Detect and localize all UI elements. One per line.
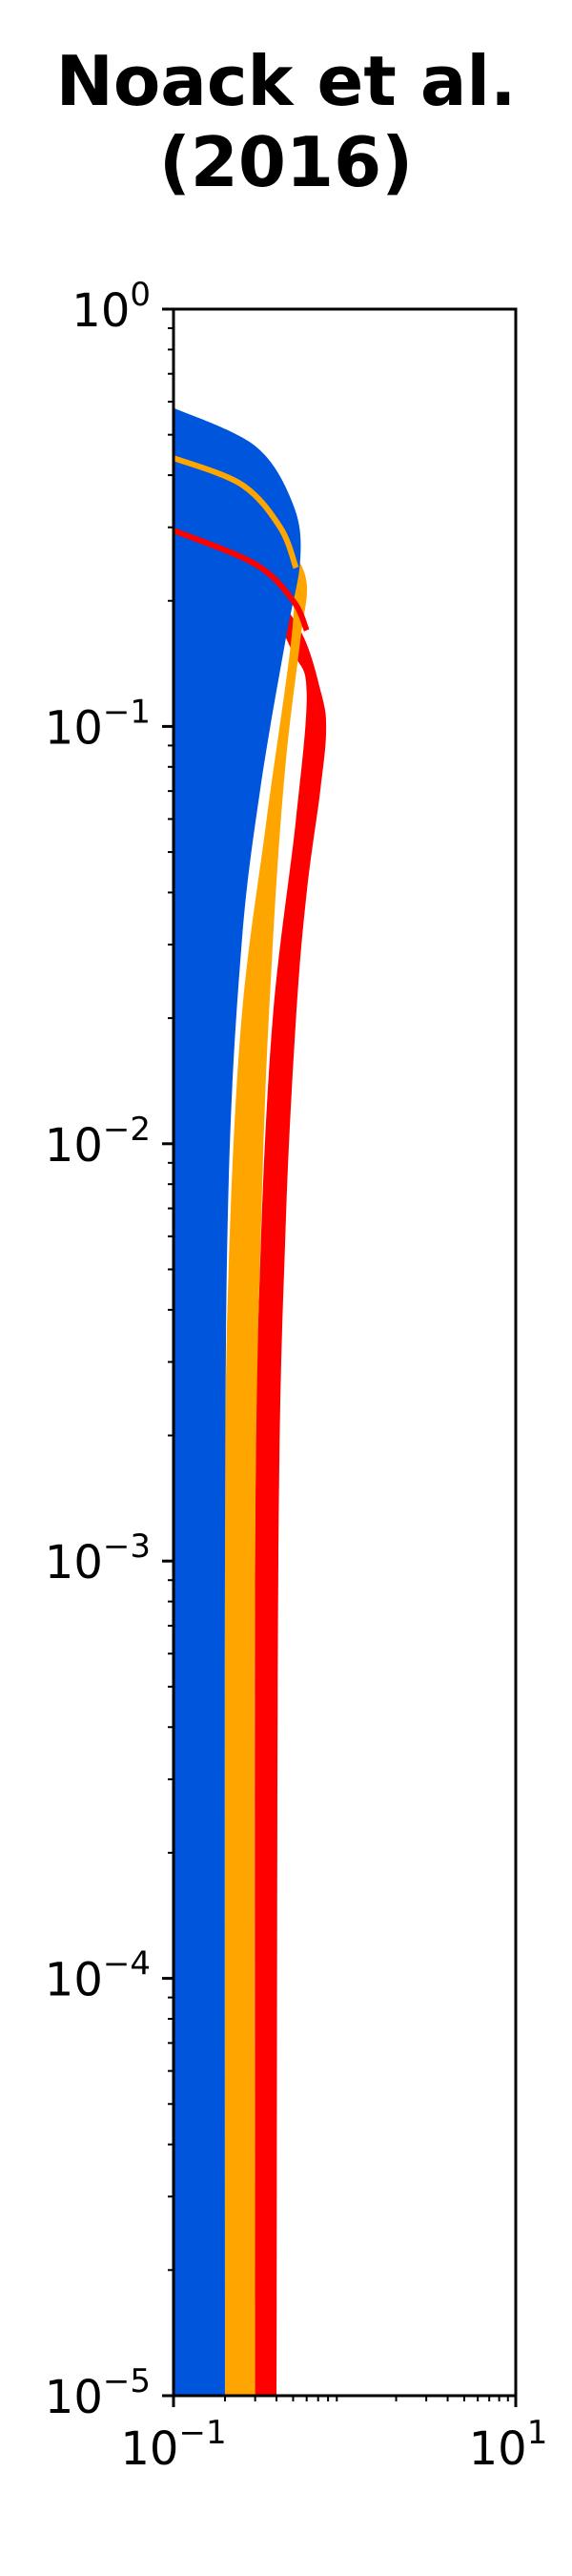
data-band-1 xyxy=(174,533,327,2396)
series-line-1 xyxy=(174,455,299,570)
y-tick-label-1: 100 xyxy=(72,276,151,338)
data-lines xyxy=(174,455,310,632)
plot-frame xyxy=(172,307,518,2398)
series-line-2 xyxy=(174,528,310,632)
x-axis: 10−1 101 xyxy=(120,2396,547,2476)
y-axis: 100 10−1 10−2 10−3 10−4 10−5 xyxy=(45,276,174,2424)
data-band-3 xyxy=(174,407,301,2396)
chart-title-line-1: Noack et al. xyxy=(56,41,517,121)
y-tick-label-5: 10−4 xyxy=(45,1945,151,2007)
chart-title: Noack et al. (2016) xyxy=(56,41,517,202)
data-band-2 xyxy=(174,458,308,2396)
data-bands xyxy=(174,407,327,2396)
y-tick-label-6: 10−5 xyxy=(45,2362,151,2424)
y-tick-label-4: 10−3 xyxy=(45,1527,151,1589)
y-tick-label-2: 10−1 xyxy=(45,693,151,755)
chart-title-line-2: (2016) xyxy=(159,122,413,202)
y-tick-label-3: 10−2 xyxy=(45,1111,151,1173)
x-tick-label-1: 10−1 xyxy=(120,2414,226,2476)
x-tick-label-2: 101 xyxy=(469,2414,548,2476)
